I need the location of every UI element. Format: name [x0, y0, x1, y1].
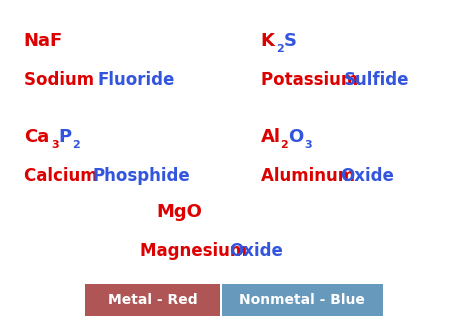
Text: S: S — [284, 32, 297, 50]
Text: Calcium: Calcium — [24, 167, 103, 185]
Text: Oxide: Oxide — [229, 242, 283, 260]
Text: Sodium: Sodium — [24, 71, 100, 89]
Text: P: P — [58, 128, 72, 146]
Text: Sulfide: Sulfide — [344, 71, 410, 89]
Text: NaF: NaF — [24, 32, 63, 50]
Text: 3: 3 — [51, 140, 59, 150]
Text: 2: 2 — [276, 44, 284, 54]
Text: Phosphide: Phosphide — [93, 167, 191, 185]
FancyBboxPatch shape — [85, 284, 220, 316]
Text: Al: Al — [261, 128, 281, 146]
Text: Potassium: Potassium — [261, 71, 364, 89]
Text: Metal - Red: Metal - Red — [108, 293, 198, 307]
Text: MgO: MgO — [156, 203, 202, 221]
Text: Ca: Ca — [24, 128, 49, 146]
Text: 3: 3 — [305, 140, 312, 150]
Text: Magnesium: Magnesium — [140, 242, 253, 260]
FancyBboxPatch shape — [222, 284, 383, 316]
Text: O: O — [288, 128, 303, 146]
Text: K: K — [261, 32, 274, 50]
Text: Oxide: Oxide — [340, 167, 394, 185]
Text: Aluminum: Aluminum — [261, 167, 361, 185]
Text: 2: 2 — [281, 140, 288, 150]
Text: 2: 2 — [73, 140, 80, 150]
Text: Nonmetal - Blue: Nonmetal - Blue — [239, 293, 365, 307]
Text: Fluoride: Fluoride — [97, 71, 174, 89]
